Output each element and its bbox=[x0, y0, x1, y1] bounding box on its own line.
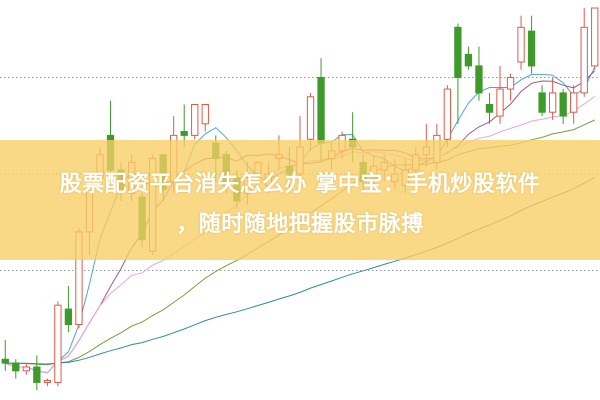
candle bbox=[496, 65, 504, 124]
candle bbox=[580, 8, 588, 97]
candle-body bbox=[64, 308, 73, 326]
candle bbox=[201, 104, 209, 132]
candle-body bbox=[570, 92, 578, 113]
candle-body bbox=[454, 26, 462, 78]
candle-body bbox=[591, 7, 599, 67]
headline-line-2: ，随时随地把握股市脉搏 bbox=[176, 212, 424, 237]
candle-body bbox=[201, 104, 209, 125]
candle bbox=[538, 85, 546, 117]
candle bbox=[559, 89, 567, 124]
candle bbox=[443, 85, 452, 147]
candle-body bbox=[22, 366, 30, 372]
candle bbox=[464, 46, 473, 70]
candle bbox=[454, 23, 462, 124]
candle-body bbox=[43, 379, 52, 383]
candle bbox=[591, 7, 599, 70]
candle-body bbox=[527, 30, 536, 67]
candle-body bbox=[485, 104, 494, 113]
candle bbox=[33, 355, 41, 391]
candle bbox=[485, 92, 494, 124]
candle-body bbox=[443, 88, 452, 140]
candle-body bbox=[580, 26, 588, 94]
candle bbox=[517, 15, 525, 70]
candle bbox=[475, 46, 483, 101]
candle-body bbox=[548, 92, 557, 113]
candle-body bbox=[1, 358, 9, 364]
candle-body bbox=[180, 131, 188, 136]
candle-body bbox=[33, 366, 41, 383]
candle-body bbox=[317, 76, 325, 144]
headline-banner bbox=[0, 140, 600, 260]
candle bbox=[54, 301, 62, 387]
candle-body bbox=[538, 92, 546, 113]
candle-body bbox=[54, 304, 62, 383]
candle bbox=[548, 77, 557, 120]
candle bbox=[22, 363, 30, 375]
candle-body bbox=[506, 76, 515, 90]
candle bbox=[12, 359, 20, 379]
candle-body bbox=[12, 362, 20, 372]
candle bbox=[506, 73, 515, 101]
candle-body bbox=[475, 65, 483, 94]
candle-body bbox=[191, 104, 199, 136]
candle-body bbox=[517, 26, 525, 63]
headline-line-1: 股票配资平台消失怎么办 掌中宝：手机炒股软件 bbox=[59, 172, 541, 197]
candle bbox=[43, 378, 52, 387]
candle-body bbox=[464, 53, 473, 67]
candle-body bbox=[559, 92, 567, 117]
candle-body bbox=[306, 96, 315, 140]
candle bbox=[191, 104, 199, 140]
candle bbox=[527, 15, 536, 74]
candle bbox=[64, 285, 73, 333]
candle bbox=[1, 339, 9, 371]
candle bbox=[570, 85, 578, 124]
candle-body bbox=[496, 88, 504, 117]
